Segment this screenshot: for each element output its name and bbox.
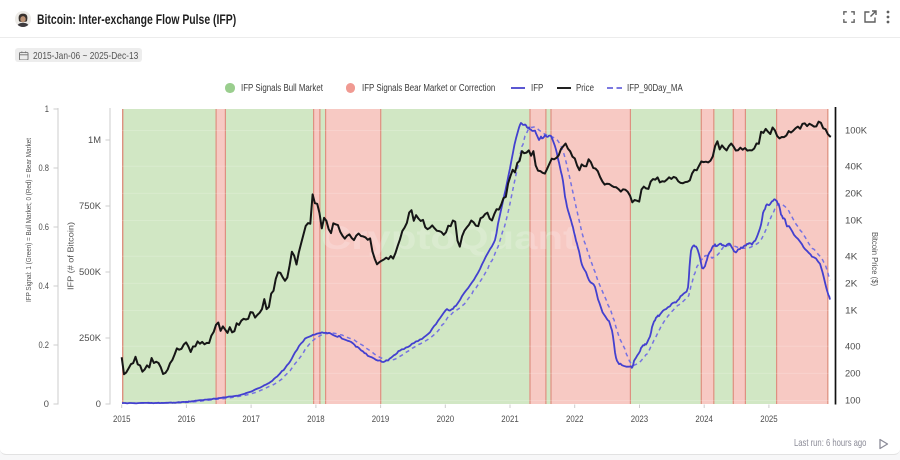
svg-text:0.2: 0.2 xyxy=(39,340,50,350)
svg-text:IFP (# of Bitcoin): IFP (# of Bitcoin) xyxy=(66,222,76,290)
svg-text:10K: 10K xyxy=(845,216,863,226)
svg-text:Bitcoin Price ($): Bitcoin Price ($) xyxy=(870,232,879,286)
svg-text:250K: 250K xyxy=(79,333,102,343)
svg-text:1: 1 xyxy=(45,104,49,114)
svg-text:100K: 100K xyxy=(845,126,868,136)
svg-text:2016: 2016 xyxy=(178,414,196,424)
svg-text:2019: 2019 xyxy=(372,414,390,424)
svg-text:400: 400 xyxy=(845,342,861,352)
svg-text:2K: 2K xyxy=(845,279,858,289)
svg-text:0: 0 xyxy=(96,399,101,409)
svg-text:0.4: 0.4 xyxy=(39,281,50,291)
svg-text:100: 100 xyxy=(845,396,861,406)
svg-text:40K: 40K xyxy=(845,162,863,172)
svg-text:2024: 2024 xyxy=(695,414,713,424)
svg-text:2017: 2017 xyxy=(242,414,260,424)
svg-text:2018: 2018 xyxy=(307,414,325,424)
svg-text:2022: 2022 xyxy=(566,414,584,424)
svg-text:750K: 750K xyxy=(79,201,102,211)
svg-text:0.6: 0.6 xyxy=(39,222,50,232)
svg-text:2021: 2021 xyxy=(501,414,519,424)
svg-text:IFP Signal: 1 (Green) = Bull M: IFP Signal: 1 (Green) = Bull Market; 0 (… xyxy=(24,137,33,302)
svg-text:1M: 1M xyxy=(88,135,101,145)
svg-text:2020: 2020 xyxy=(437,414,455,424)
svg-text:2023: 2023 xyxy=(631,414,649,424)
svg-text:200: 200 xyxy=(845,369,861,379)
svg-text:CryptoQuant: CryptoQuant xyxy=(321,219,577,256)
svg-text:500K: 500K xyxy=(79,267,102,277)
svg-text:1K: 1K xyxy=(845,306,858,316)
svg-text:0: 0 xyxy=(44,399,49,409)
svg-text:20K: 20K xyxy=(845,189,863,199)
svg-text:2025: 2025 xyxy=(760,414,778,424)
svg-text:0.8: 0.8 xyxy=(39,163,50,173)
svg-text:4K: 4K xyxy=(845,252,858,262)
svg-text:2015: 2015 xyxy=(113,414,131,424)
